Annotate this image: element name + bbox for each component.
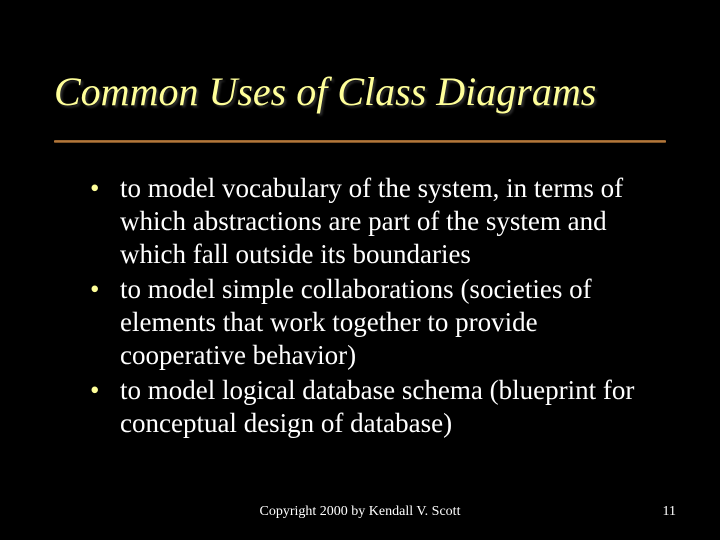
list-item: to model logical database schema (bluepr… (90, 374, 660, 440)
bullet-list: to model vocabulary of the system, in te… (90, 172, 660, 440)
list-item: to model vocabulary of the system, in te… (90, 172, 660, 271)
list-item: to model simple collaborations (societie… (90, 273, 660, 372)
slide: Common Uses of Class Diagrams to model v… (0, 0, 720, 540)
slide-title: Common Uses of Class Diagrams (54, 70, 666, 114)
title-underline (54, 140, 666, 143)
footer-copyright: Copyright 2000 by Kendall V. Scott (0, 504, 720, 520)
page-number: 11 (663, 504, 676, 520)
slide-body: to model vocabulary of the system, in te… (90, 172, 660, 442)
